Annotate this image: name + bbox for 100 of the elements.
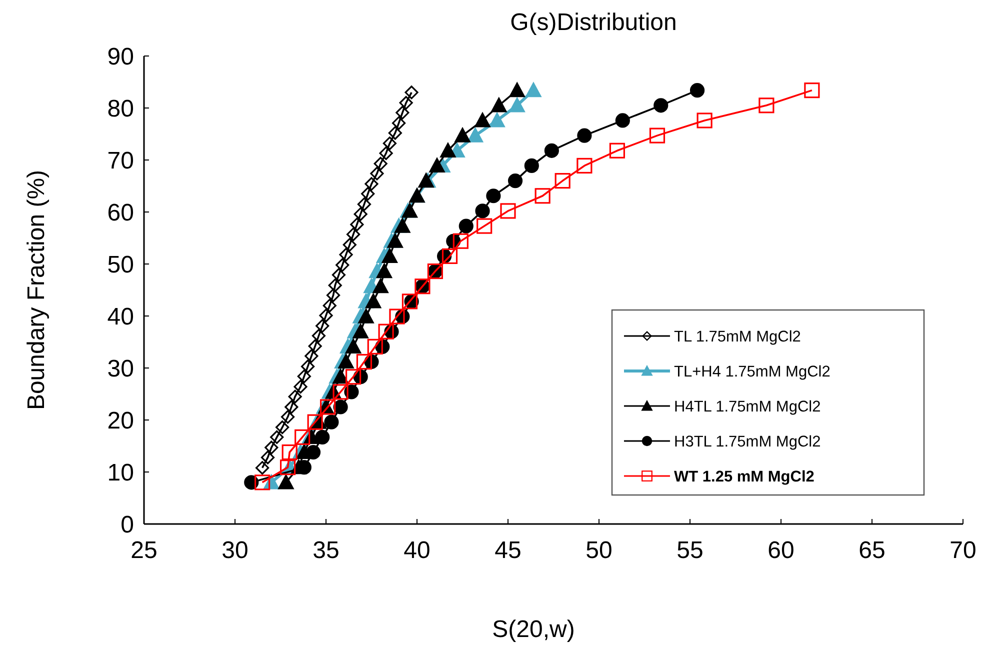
y-tick-label: 40	[107, 303, 134, 330]
point	[307, 414, 323, 430]
point	[284, 400, 298, 414]
point	[367, 338, 383, 354]
x-axis-title: S(20,w)	[492, 616, 575, 643]
point	[458, 218, 474, 234]
point	[336, 258, 350, 272]
point	[328, 278, 342, 292]
x-tick-label: 40	[404, 537, 430, 564]
point	[342, 238, 356, 252]
point	[544, 143, 559, 158]
point	[452, 233, 468, 249]
point	[396, 106, 410, 120]
y-tick-label: 10	[107, 459, 134, 486]
point	[690, 83, 705, 98]
point	[454, 128, 470, 142]
point	[577, 128, 592, 143]
point	[366, 294, 382, 308]
point	[312, 328, 326, 343]
point	[442, 248, 458, 264]
point	[374, 156, 388, 170]
point	[394, 218, 410, 233]
point	[308, 339, 322, 353]
point	[524, 158, 539, 174]
point	[509, 98, 525, 112]
point	[609, 142, 625, 158]
point	[332, 268, 346, 282]
point	[316, 319, 330, 333]
point	[358, 308, 374, 324]
point	[388, 126, 402, 140]
point	[486, 188, 501, 204]
point	[254, 474, 270, 490]
legend-label: H4TL 1.75mM MgCl2	[674, 398, 821, 416]
point	[326, 288, 340, 302]
point	[361, 187, 375, 201]
point	[282, 444, 298, 460]
y-tick-label: 70	[107, 147, 134, 174]
point	[491, 98, 507, 112]
point	[508, 174, 523, 188]
point	[654, 98, 668, 113]
point	[352, 324, 368, 338]
legend-label: WT 1.25 mM MgCl2	[674, 468, 814, 486]
point	[615, 113, 630, 128]
point	[376, 263, 392, 278]
point	[372, 278, 388, 294]
legend-label: H3TL 1.75mM MgCl2	[674, 433, 821, 450]
point	[364, 177, 378, 191]
point	[315, 430, 330, 444]
point	[346, 338, 362, 354]
point	[356, 354, 372, 370]
y-tick-label: 0	[120, 511, 134, 538]
point	[332, 384, 348, 400]
point	[474, 112, 490, 128]
point	[389, 308, 405, 324]
point	[404, 86, 418, 100]
point	[534, 188, 550, 204]
point	[322, 298, 336, 312]
point	[387, 233, 403, 248]
point	[332, 369, 348, 384]
x-tick-label: 60	[768, 537, 794, 564]
point	[339, 248, 353, 262]
x-tick-label: 70	[950, 537, 976, 564]
point	[297, 370, 311, 384]
point	[379, 146, 393, 160]
x-tick-label: 50	[586, 537, 612, 564]
point	[576, 158, 592, 174]
y-tick-label: 90	[107, 43, 134, 70]
point	[278, 474, 294, 490]
point	[264, 440, 278, 454]
point	[270, 430, 284, 444]
point	[399, 96, 413, 110]
y-tick-label: 60	[107, 199, 134, 226]
y-axis-title: Boundary Fraction (%)	[23, 170, 50, 410]
point	[804, 82, 820, 98]
y-tick-label: 50	[107, 251, 134, 278]
point	[280, 410, 295, 424]
point	[476, 218, 492, 234]
point	[758, 98, 774, 114]
point	[392, 116, 406, 130]
point	[429, 158, 445, 173]
point	[696, 112, 712, 128]
point	[256, 461, 270, 475]
point	[346, 369, 362, 385]
point	[288, 390, 302, 404]
point	[294, 429, 310, 445]
x-tick-label: 35	[312, 537, 340, 564]
point	[350, 218, 364, 232]
x-tick-label: 45	[494, 537, 522, 564]
point	[467, 128, 484, 142]
point	[294, 380, 308, 394]
point	[260, 450, 275, 464]
point	[526, 82, 542, 98]
chart-title: G(s)Distribution	[510, 9, 677, 36]
point	[354, 207, 368, 221]
point	[378, 324, 394, 340]
y-tick-label: 20	[107, 407, 134, 434]
point	[276, 420, 290, 434]
point	[500, 203, 516, 219]
point	[475, 204, 490, 218]
x-tick-label: 30	[222, 537, 248, 564]
